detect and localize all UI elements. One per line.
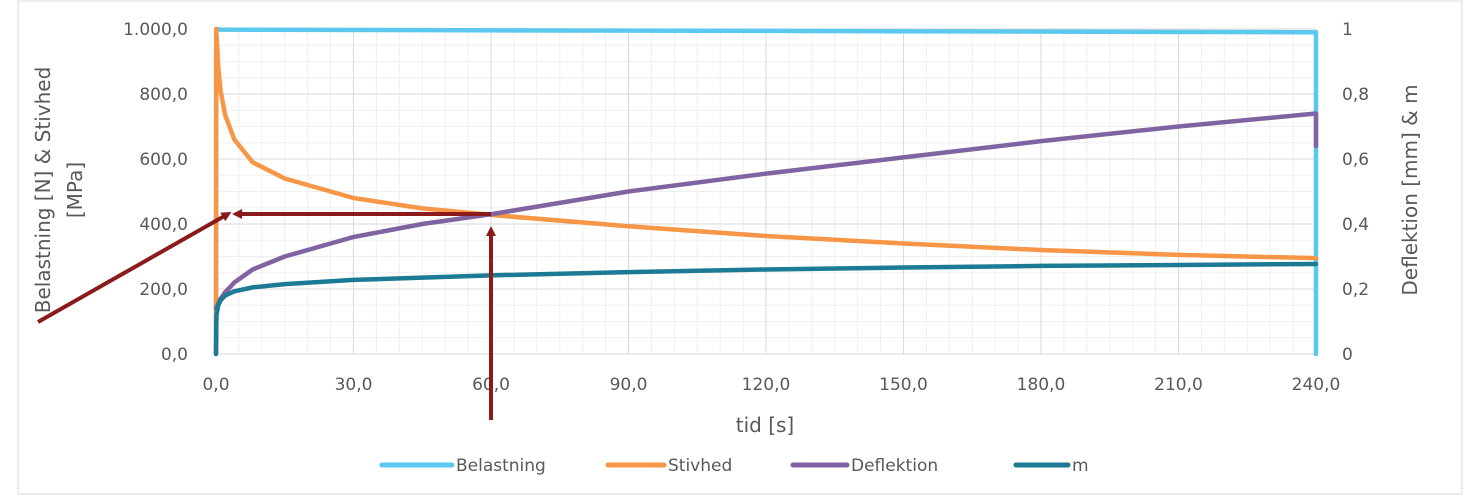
x-tick-label: 0,0 [202,375,229,395]
x-axis-title: tid [s] [736,413,794,437]
x-tick-label: 240,0 [1292,375,1341,395]
annotation-layer [37,209,496,420]
annotation-arrow [37,212,232,324]
y-left-tick-label: 0,0 [161,345,188,365]
series-line-m [213,261,1319,357]
y-right-tick-label: 1 [1342,20,1353,40]
x-tick-label: 180,0 [1017,375,1066,395]
right-axis-title: Deflektion [mm] & m [1398,84,1422,295]
legend-label-stivhed: Stivhed [668,456,732,476]
y-right-tick-label: 0,6 [1342,150,1369,170]
y-left-tick-label: 400,0 [139,215,188,235]
legend-label-belastning: Belastning [456,456,546,476]
y-left-tick-label: 800,0 [139,85,188,105]
legend-label-m: m [1072,456,1089,476]
left-axis-title-line2: [MPa] [63,162,87,218]
y-right-tick-label: 0 [1342,345,1353,365]
y-left-tick-label: 600,0 [139,150,188,170]
series-layer [213,26,1319,357]
left-axis-title: Belastning [N] & Stivhed [31,67,55,314]
y-left-tick-label: 200,0 [139,280,188,300]
x-tick-label: 210,0 [1154,375,1203,395]
x-tick-label: 120,0 [742,375,791,395]
x-tick-label: 90,0 [610,375,648,395]
x-tick-label: 150,0 [879,375,928,395]
series-line-deflektion [213,111,1319,311]
tick-labels: 0,030,060,090,0120,0150,0180,0210,0240,0… [123,20,1369,395]
chart-frame [17,0,1463,495]
legend: Belastning Stivhed Deflektion m [379,456,1089,476]
y-right-tick-label: 0,4 [1342,215,1369,235]
y-right-tick-label: 0,2 [1342,280,1369,300]
x-tick-label: 30,0 [335,375,373,395]
legend-label-deflektion: Deflektion [851,456,938,476]
y-right-tick-label: 0,8 [1342,85,1369,105]
y-left-tick-label: 1.000,0 [123,20,188,40]
series-line-stivhed [213,26,1319,357]
